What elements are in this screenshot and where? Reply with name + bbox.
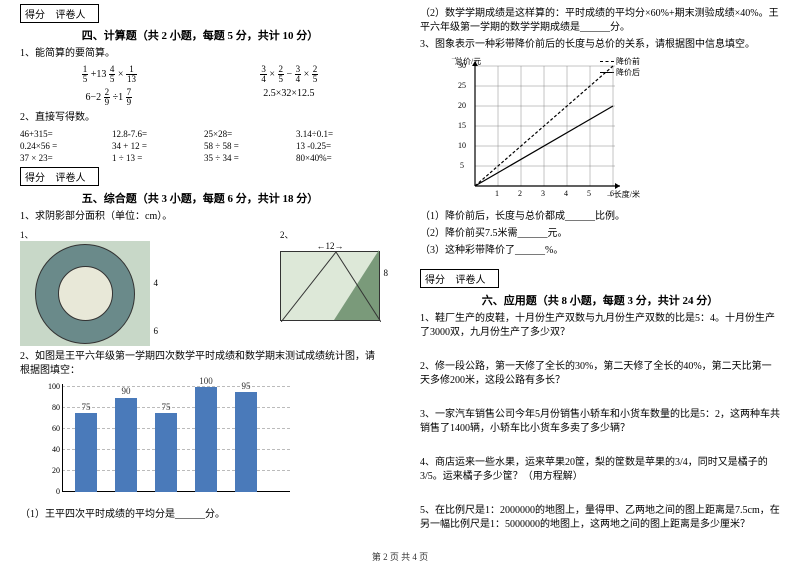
calc-cell: 37 × 23= [20,153,104,163]
section-5-title: 五、综合题（共 3 小题，每题 6 分，共计 18 分） [20,190,380,206]
score-label: 得分 [25,10,45,21]
calc-cell: 35 ÷ 34 = [204,153,288,163]
triangle-shape [280,251,380,321]
q5-3-3: （3）这种彩带降价了______%。 [420,244,780,258]
math-row-2: 6−2 29 ÷1 79 2.5×32×12.5 [20,88,380,107]
geom-2: 2、 ←12→ 8 [280,228,380,321]
q6-1: 1、鞋厂生产的皮鞋，十月份生产双数与九月份生产双数的比是5：4。十月份生产了30… [420,312,780,340]
ring-inner [58,266,113,321]
section-4-title: 四、计算题（共 2 小题，每题 5 分，共计 10 分） [20,27,380,43]
x-axis-title: →长度/米 [606,189,640,200]
q5-3-2: （2）降价前买7.5米需______元。 [420,227,780,241]
bar-4 [195,387,217,492]
q6-5: 5、在比例尺是1：2000000的地图上，量得甲、乙两地之间的图上距离是7.5c… [420,504,780,532]
right-column: （2）数学学期成绩是这样算的：平时成绩的平均分×60%+期末测验成绩×40%。王… [400,0,800,545]
q6-2: 2、修一段公路，第一天修了全长的30%，第二天修了全长的40%，第二天比第一天多… [420,360,780,388]
calc-cell: 1 ÷ 13 = [112,153,196,163]
calc-grid: 46+315= 12.8-7.6= 25×28= 3.14÷0.1= 0.24×… [20,129,380,163]
line-chart: ↑ 总价/元 降价前 降价后 [450,56,640,206]
grader-label: 评卷人 [56,173,86,184]
calc-cell: 3.14÷0.1= [296,129,380,139]
score-box: 得分 评卷人 [20,167,99,186]
calc-cell: 58 ÷ 58 = [204,141,288,151]
math-row-1: 15 +13 45 × 113 34 × 25 − 34 × 25 [20,65,380,84]
score-label: 得分 [425,275,445,286]
q5-3: 3、图象表示一种彩带降价前后的长度与总价的关系，请根据图中信息填空。 [420,38,780,52]
q5-1: 1、求阴影部分面积（单位：cm）。 [20,210,380,224]
calc-cell: 25×28= [204,129,288,139]
q5-2-2: （2）数学学期成绩是这样算的：平时成绩的平均分×60%+期末测验成绩×40%。王… [420,7,780,35]
dim-8: 8 [384,268,389,278]
score-box: 得分 评卷人 [20,4,99,23]
geom-1: 1、 4 6 [20,228,150,346]
page-container: 得分 评卷人 四、计算题（共 2 小题，每题 5 分，共计 10 分） 1、能简… [0,0,800,545]
bar-5 [235,392,257,492]
calc-cell: 46+315= [20,129,104,139]
section-6-title: 六、应用题（共 8 小题，每题 3 分，共计 24 分） [420,292,780,308]
dim-6: 6 [154,326,159,336]
chart-svg [450,56,640,206]
q6-4: 4、商店运来一些水果，运来苹果20筐，梨的筐数是苹果的3/4，同时又是橘子的3/… [420,456,780,484]
ring-shape [35,244,135,344]
score-label: 得分 [25,173,45,184]
eq-2b: 2.5×32×12.5 [263,88,314,107]
geometry-row: 1、 4 6 2、 ←12→ [20,228,380,346]
q5-2-1: （1）王平四次平时成绩的平均分是______分。 [20,508,380,522]
bar-3 [155,413,177,492]
eq-1b: 34 × 25 − 34 × 25 [260,65,318,84]
q6-3: 3、一家汽车销售公司今年5月份销售小轿车和小货车数量的比是5：2，这两种车共销售… [420,408,780,436]
bar-chart: 0 20 40 60 80 100 75 90 75 100 95 [40,384,290,504]
q5-2: 2、如图是王平六年级第一学期四次数学平时成绩和数学期末测试成绩统计图，请根据图填… [20,350,380,378]
grader-label: 评卷人 [456,275,486,286]
calc-cell: 12.8-7.6= [112,129,196,139]
calc-cell: 80×40%= [296,153,380,163]
calc-cell: 0.24×56 = [20,141,104,151]
eq-1a: 15 +13 45 × 113 [82,65,137,84]
calc-cell: 34 + 12 = [112,141,196,151]
page-footer: 第 2 页 共 4 页 [0,550,800,563]
q5-3-1: （1）降价前后，长度与总价都成______比例。 [420,210,780,224]
grader-label: 评卷人 [56,10,86,21]
q4-1: 1、能简算的要简算。 [20,47,380,61]
calc-cell: 13 -0.25= [296,141,380,151]
bar-1 [75,413,97,492]
left-column: 得分 评卷人 四、计算题（共 2 小题，每题 5 分，共计 10 分） 1、能简… [0,0,400,545]
q4-2: 2、直接写得数。 [20,111,380,125]
score-box: 得分 评卷人 [420,269,499,288]
eq-2a: 6−2 29 ÷1 79 [86,88,133,107]
dim-4: 4 [154,278,159,288]
bar-2 [115,398,137,493]
